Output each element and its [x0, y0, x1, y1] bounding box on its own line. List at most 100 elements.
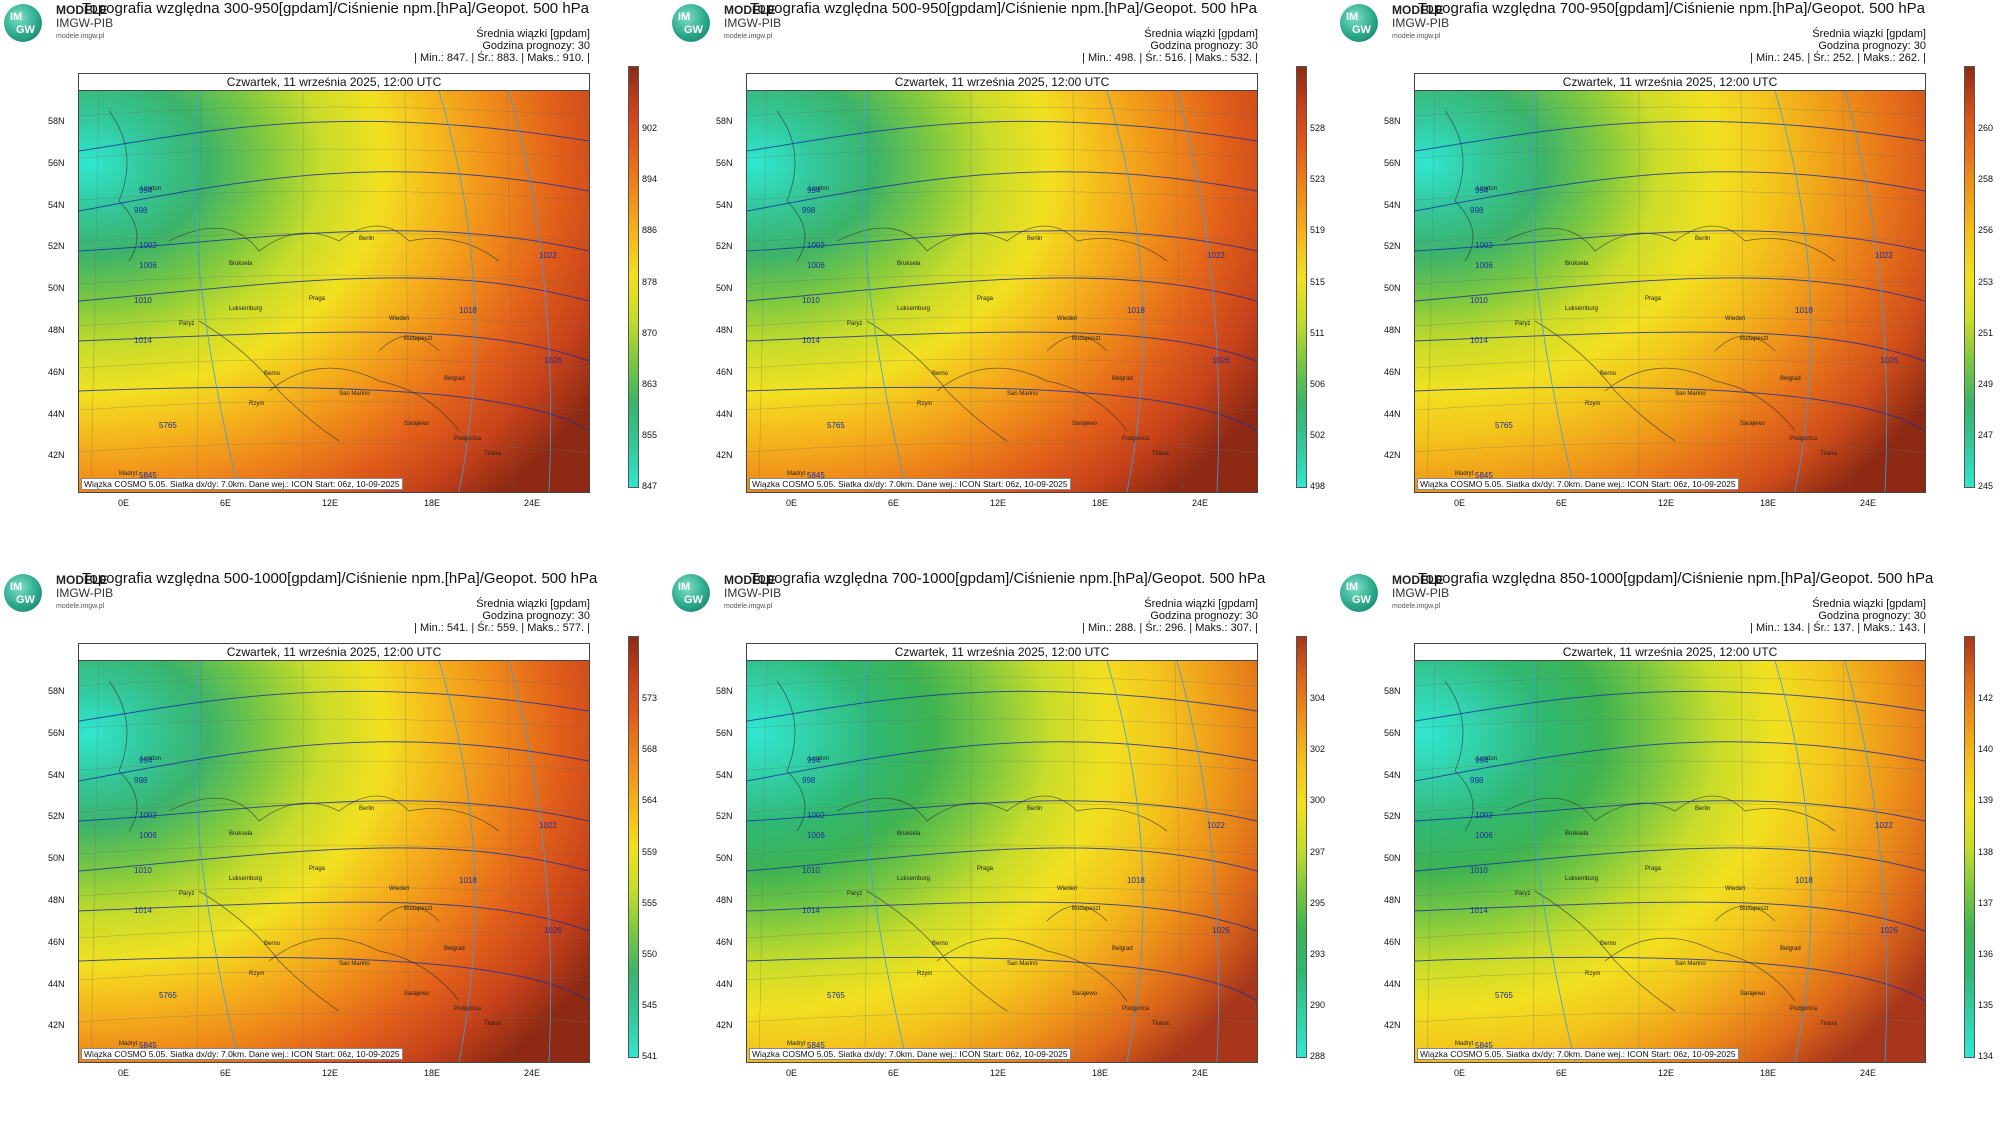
isobar-label: 994 — [1475, 756, 1489, 765]
color-scale-tick: 902 — [642, 123, 658, 133]
color-scale-tick: 863 — [642, 379, 658, 389]
latitude-label: 50N — [1384, 283, 1401, 293]
color-scale-tick: 247 — [1978, 430, 1994, 441]
city-label: Berno — [264, 371, 281, 377]
city-label: Tirana — [1820, 451, 1837, 457]
longitude-label: 24E — [1192, 498, 1209, 508]
imgw-logo: IM GW — [4, 4, 42, 42]
latitude-label: 42N — [1384, 450, 1401, 460]
isobar-label: 1006 — [139, 261, 157, 270]
panel-title: Topografia względna 500-1000[gpdam]/Ciśn… — [82, 570, 598, 587]
isobar-label: 1026 — [1880, 926, 1898, 935]
isobar-label: 1014 — [802, 906, 820, 915]
city-label: Bruksela — [229, 831, 253, 837]
city-label: Wiedeń — [1725, 316, 1746, 322]
isobar-label: 1002 — [807, 811, 825, 820]
latitude-label: 44N — [1384, 409, 1401, 419]
isobar-label: 1022 — [539, 821, 557, 830]
map-date: Czwartek, 11 września 2025, 12:00 UTC — [1415, 644, 1925, 661]
city-label: Budapeszt — [1072, 906, 1101, 912]
longitude-label: 12E — [990, 1068, 1007, 1078]
isobar-label: 5845 — [139, 1041, 157, 1050]
isobar-label: 1026 — [1212, 926, 1230, 935]
map-panel: IM GW MODELE IMGW-PIB modele.imgw.pl Topograf… — [668, 0, 1334, 566]
longitude-label: 12E — [322, 498, 339, 508]
latitude-label: 54N — [716, 200, 733, 210]
latitude-label: 54N — [48, 200, 65, 210]
city-label: Sarajewo — [1740, 991, 1766, 997]
city-label: Paryż — [1515, 891, 1531, 897]
city-label: Budapeszt — [1740, 906, 1769, 912]
color-scale-tick: 555 — [642, 897, 658, 908]
isobar-label: 1010 — [134, 296, 152, 305]
color-scale-tick: 293 — [1310, 949, 1326, 959]
color-scale-tick: 258 — [1978, 174, 1994, 185]
isobar-label: 994 — [139, 756, 153, 765]
color-scale-tick: 295 — [1310, 897, 1326, 908]
longitude-label: 0E — [118, 498, 130, 508]
city-label: Luksemburg — [897, 306, 931, 312]
city-label: Praga — [1645, 866, 1662, 872]
city-label: Bruksela — [1565, 831, 1589, 837]
isobar-label: 5765 — [159, 991, 177, 1000]
map-field: London Bruksela Paryż Luksemburg Praga Berlin… — [1415, 661, 1925, 1062]
city-label: Berno — [1600, 371, 1617, 377]
brand-block: MODELE IMGW-PIB modele.imgw.pl — [1392, 573, 1450, 611]
city-label: London — [1477, 756, 1498, 762]
latitude-label: 42N — [1384, 1020, 1401, 1030]
longitude-label: 6E — [1556, 1068, 1568, 1078]
panel-meta: Średnia wiązki [gpdam] Godzina prognozy: … — [414, 598, 590, 634]
longitude-label: 18E — [1760, 498, 1777, 508]
longitude-label: 18E — [1760, 1068, 1777, 1078]
field-map — [79, 661, 589, 1062]
latitude-label: 50N — [48, 283, 65, 293]
color-scale-bar — [1964, 636, 1975, 1058]
city-label: Wiedeń — [389, 316, 410, 322]
color-scale-tick: 886 — [642, 225, 658, 236]
city-label: Berlin — [1027, 236, 1043, 242]
color-scale-tick: 878 — [642, 276, 658, 287]
latitude-label: 46N — [1384, 937, 1401, 947]
latitude-label: 58N — [48, 686, 65, 696]
map-field: London Bruksela Paryż Luksemburg Praga Berlin… — [79, 91, 589, 492]
city-label: Madryt — [119, 471, 138, 477]
city-label: Madryt — [787, 1041, 806, 1047]
isobar-label: 998 — [802, 776, 816, 785]
isobar-label: 1002 — [1475, 241, 1493, 250]
isobar-label: 998 — [802, 206, 816, 215]
latitude-label: 48N — [716, 895, 733, 905]
longitude-label: 12E — [1658, 498, 1675, 508]
isobar-label: 1002 — [807, 241, 825, 250]
map-frame: Czwartek, 11 września 2025, 12:00 UTC Lo… — [746, 73, 1258, 493]
city-label: Luksemburg — [1565, 876, 1599, 882]
color-scale-tick: 302 — [1310, 744, 1326, 755]
city-label: Bruksela — [897, 261, 921, 267]
color-scale-tick: 502 — [1310, 430, 1326, 441]
map-field: London Bruksela Paryż Luksemburg Praga Berlin… — [79, 661, 589, 1062]
city-label: London — [141, 756, 162, 762]
latitude-label: 42N — [716, 1020, 733, 1030]
longitude-label: 6E — [888, 1068, 900, 1078]
isobar-label: 5765 — [827, 991, 845, 1000]
color-scale-tick: 559 — [642, 846, 658, 857]
map-frame: Czwartek, 11 września 2025, 12:00 UTC Lo… — [746, 643, 1258, 1063]
city-label: London — [809, 756, 830, 762]
city-label: Berno — [1600, 941, 1617, 947]
brand-block: MODELE IMGW-PIB modele.imgw.pl — [1392, 3, 1450, 41]
city-label: Berno — [932, 941, 949, 947]
isobar-label: 1026 — [544, 926, 562, 935]
longitude-label: 24E — [1860, 1068, 1877, 1078]
city-label: Rzym — [917, 401, 933, 407]
color-scale-tick: 134 — [1978, 1051, 1994, 1062]
city-label: Belgrad — [444, 946, 465, 952]
panel-meta: Średnia wiązki [gpdam] Godzina prognozy: … — [1082, 598, 1258, 634]
map-field: London Bruksela Paryż Luksemburg Praga Berlin… — [747, 91, 1257, 492]
isobar-label: 1014 — [1470, 336, 1488, 345]
city-label: Praga — [977, 866, 994, 872]
map-frame: Czwartek, 11 września 2025, 12:00 UTC Lo… — [1414, 643, 1926, 1063]
city-label: Rzym — [917, 971, 933, 977]
color-scale-tick: 304 — [1310, 693, 1326, 703]
city-label: San Marino — [1675, 391, 1706, 397]
color-scale-tick: 519 — [1310, 225, 1326, 236]
map-date: Czwartek, 11 września 2025, 12:00 UTC — [747, 644, 1257, 661]
